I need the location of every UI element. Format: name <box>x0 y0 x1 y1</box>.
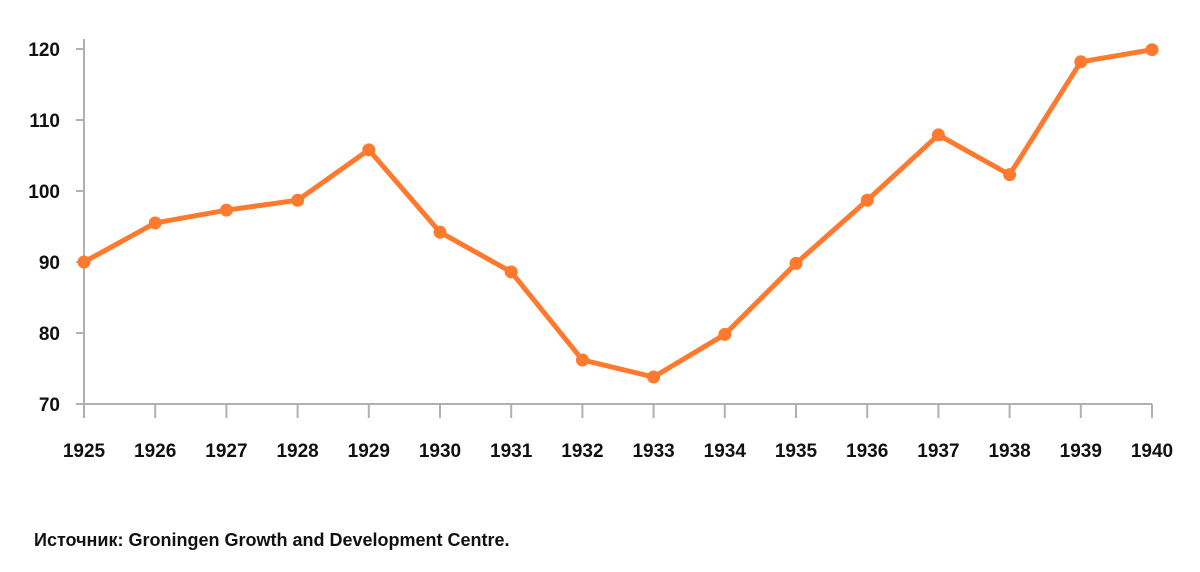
x-tick-label-1930: 1930 <box>419 441 461 462</box>
x-tick-label-1933: 1933 <box>632 441 674 462</box>
x-tick-label-1927: 1927 <box>205 441 247 462</box>
source-note: Источник: Groningen Growth and Developme… <box>34 530 510 550</box>
data-point-1936 <box>860 193 874 207</box>
y-tick-label-90: 90 <box>39 253 60 274</box>
x-tick-label-1929: 1929 <box>348 441 390 462</box>
x-tick-label-1925: 1925 <box>63 441 106 462</box>
x-tick-label-1936: 1936 <box>846 441 888 462</box>
data-point-1930 <box>433 225 447 239</box>
data-point-1931 <box>504 265 518 279</box>
x-tick-label-1938: 1938 <box>988 441 1030 462</box>
x-axis: 1925 1926 1927 1928 1929 1930 1931 1932 1933 1934… <box>63 403 1173 462</box>
data-point-1927 <box>219 203 233 217</box>
data-point-1937 <box>931 128 945 142</box>
data-point-1935 <box>789 256 803 270</box>
data-point-1934 <box>718 327 732 341</box>
x-tick-label-1937: 1937 <box>917 441 959 462</box>
x-tick-label-1926: 1926 <box>134 441 176 462</box>
data-point-1932 <box>575 353 589 367</box>
x-tick-label-1931: 1931 <box>490 441 533 462</box>
y-tick-label-100: 100 <box>28 182 60 203</box>
data-point-1925 <box>77 255 91 269</box>
x-tick-label-1932: 1932 <box>561 441 603 462</box>
x-tick-label-1935: 1935 <box>775 441 818 462</box>
data-point-1926 <box>148 216 162 230</box>
y-axis: 70 80 90 100 110 120 <box>28 39 85 416</box>
data-point-1933 <box>647 370 661 384</box>
series-line-0 <box>81 47 1155 380</box>
line-chart: 70 80 90 100 110 120 1925 1926 1927 1928 1929 1930… <box>28 39 1173 462</box>
y-tick-label-80: 80 <box>39 324 60 345</box>
data-point-1928 <box>291 193 305 207</box>
y-tick-label-110: 110 <box>29 111 60 132</box>
data-point-1929 <box>362 143 376 157</box>
data-point-1938 <box>1003 168 1017 182</box>
x-tick-label-1939: 1939 <box>1060 441 1102 462</box>
y-tick-label-70: 70 <box>39 395 60 416</box>
x-tick-label-1940: 1940 <box>1131 441 1173 462</box>
y-tick-label-120: 120 <box>28 40 60 61</box>
x-tick-label-1928: 1928 <box>276 441 318 462</box>
data-point-1939 <box>1074 55 1088 69</box>
x-tick-label-1934: 1934 <box>704 441 747 462</box>
data-point-1940 <box>1145 43 1159 57</box>
series-layer <box>77 43 1159 384</box>
